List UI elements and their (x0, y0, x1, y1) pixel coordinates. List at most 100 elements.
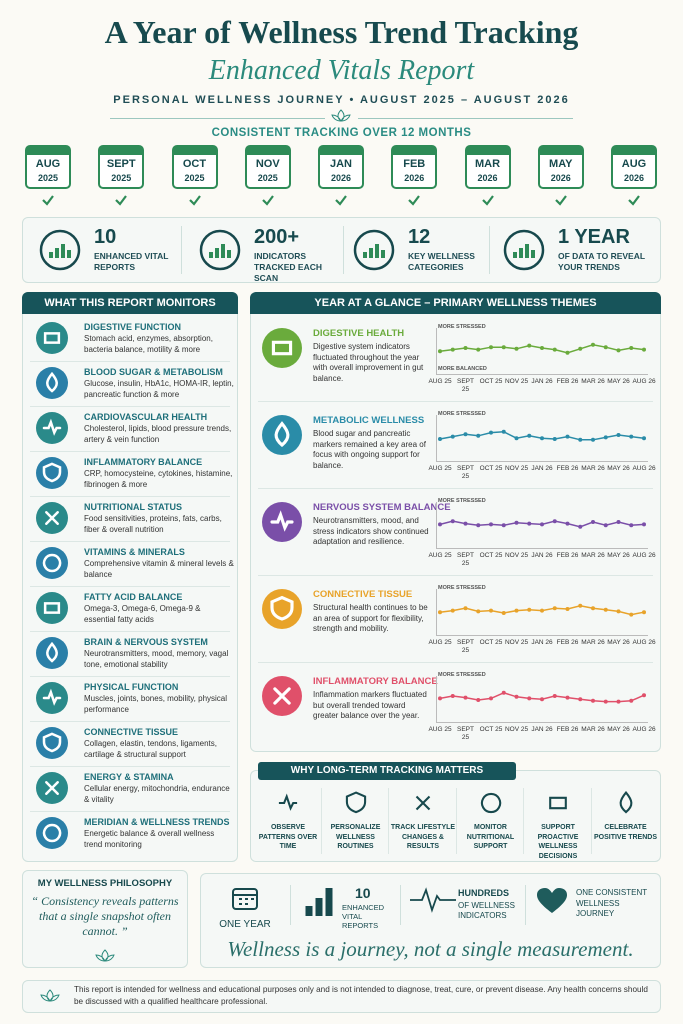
chart-axis-left (436, 502, 437, 548)
why-label: SUPPORT PROACTIVE WELLNESS DECISIONS (537, 824, 579, 860)
summary-divider (290, 885, 291, 925)
heart-icon (537, 888, 567, 913)
check-mark (481, 195, 494, 206)
icon-circle (36, 547, 68, 579)
stat-icon (199, 229, 241, 271)
trend-point (603, 607, 608, 612)
trend-point (629, 523, 634, 528)
icon-glyph (46, 371, 58, 393)
stat-icon-glyph (363, 244, 385, 258)
icon-glyph (42, 732, 62, 753)
icon-badge (36, 322, 68, 354)
monitor-desc: Energetic balance & overall wellness tre… (84, 829, 215, 849)
calendar-band (173, 147, 216, 155)
x-tick-label: SEPT 25 (457, 552, 474, 567)
calendar-band (246, 147, 289, 155)
check (115, 195, 128, 206)
trend-point (463, 606, 468, 611)
x-tick-label: AUG 26 (632, 378, 656, 385)
divider (110, 118, 325, 119)
chart-top-label: MORE STRESSED (438, 324, 486, 330)
why-label: TRACK LIFESTYLE CHANGES & RESULTS (390, 824, 456, 850)
x-tick-label: NOV 25 (504, 552, 529, 559)
icon-glyph (270, 510, 294, 532)
trend-point (616, 609, 621, 614)
x-tick-label: MAY 26 (607, 639, 630, 646)
row-divider (30, 721, 230, 722)
trend-point (463, 695, 468, 700)
stats-divider (181, 226, 182, 274)
icon-glyph (45, 511, 59, 525)
x-tick-label: SEPT 25 (457, 378, 474, 393)
stat-icon-ring (39, 229, 81, 271)
trend-point (450, 608, 455, 613)
x-tick-label: AUG 26 (632, 726, 656, 733)
subtitle: Enhanced Vitals Report (208, 55, 475, 86)
summary-tagline: Wellness is a journey, not a single meas… (227, 937, 634, 961)
row-divider (30, 676, 230, 677)
x-tick-label: OCT 25 (479, 465, 503, 472)
trend-point (514, 346, 519, 351)
row-divider (30, 406, 230, 407)
check-mark (408, 195, 421, 206)
chart-axis-left (436, 328, 437, 374)
row-divider (258, 488, 653, 489)
pulse-icon (410, 887, 456, 913)
trend-point (591, 606, 595, 611)
why-icon (549, 796, 567, 810)
month: MAY (549, 158, 573, 170)
icon-glyph (46, 641, 58, 663)
trend-point (591, 698, 595, 703)
sparkline (438, 429, 646, 442)
chart-axis (436, 548, 648, 549)
monitor-title: CONNECTIVE TISSUE (84, 727, 179, 737)
trend-point (527, 696, 532, 701)
trend-point (476, 433, 481, 438)
x-tick-label: AUG 25 (428, 378, 452, 385)
trend-point (527, 521, 532, 526)
x-tick-label: SEPT 25 (457, 465, 474, 480)
monitor-desc: CRP, homocysteine, cytokines, histamine,… (84, 469, 233, 489)
chart-axis (436, 374, 648, 375)
trend-point (540, 436, 544, 441)
check (188, 195, 201, 206)
icon-circle (262, 589, 302, 629)
monitor-desc: Stomach acid, enzymes, absorption, bacte… (84, 334, 213, 354)
trend-point (514, 520, 519, 525)
x-tick-label: FEB 26 (556, 465, 579, 472)
check (554, 195, 567, 206)
monitor-desc: Food sensitivities, proteins, fats, carb… (84, 514, 222, 534)
stat-icon (353, 229, 395, 271)
lotus-icon (40, 989, 60, 1002)
icon-circle (36, 727, 68, 759)
why-icon (415, 795, 431, 811)
calendar: JAN 2026 (318, 145, 364, 189)
lotus-icon (331, 109, 351, 122)
philosophy-quote: “ Consistency reveals patterns that a si… (31, 894, 179, 938)
summary-divider (400, 885, 401, 925)
chart-axis (436, 635, 648, 636)
trend-point (629, 346, 634, 350)
trend-point (578, 524, 583, 529)
year: 2025 (257, 173, 278, 183)
monitor-title: BRAIN & NERVOUS SYSTEM (84, 637, 208, 647)
icon-circle (36, 457, 68, 489)
trend-point (552, 347, 557, 352)
x-tick-label: FEB 26 (556, 726, 579, 733)
icon-badge (36, 727, 68, 759)
icon-circle (262, 328, 302, 368)
x-tick-label: SEPT 25 (457, 639, 474, 654)
theme-title: DIGESTIVE HEALTH (313, 328, 405, 339)
summary-divider (525, 885, 526, 925)
summary-one-year: ONE YEAR (219, 919, 271, 930)
x-tick-label: JAN 26 (531, 378, 553, 385)
icon-glyph (43, 332, 61, 344)
why-glyph (415, 795, 431, 811)
stat-icon-glyph (513, 244, 535, 258)
row-divider (30, 766, 230, 767)
monitor-title: NUTRITIONAL STATUS (84, 502, 182, 512)
philosophy-heading: MY WELLNESS PHILOSOPHY (37, 878, 173, 889)
icon-circle (36, 592, 68, 624)
stat-number: 200+ (254, 226, 300, 248)
monitor-desc: Cholesterol, lipids, blood pressure tren… (84, 424, 232, 444)
